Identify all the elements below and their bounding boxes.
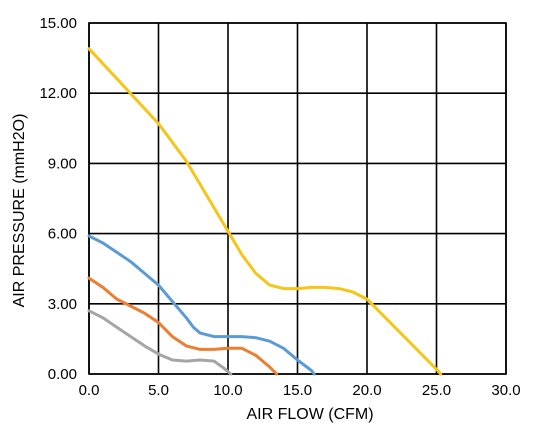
series-line-1: [87, 234, 316, 376]
x-tick-labels: 0.0 5.0 10.0 15.0 20.0 25.0 30.0: [79, 382, 521, 399]
series-line-2: [87, 276, 279, 376]
x-axis-label: AIR FLOW (CFM): [246, 406, 373, 423]
y-tick-label: 15.00: [39, 15, 77, 32]
x-tick-label: 30.0: [491, 382, 520, 399]
series-group: [87, 47, 443, 376]
y-axis-label: AIR PRESSURE (mmH2O): [11, 114, 28, 308]
x-tick-label: 0.0: [79, 382, 100, 399]
series-line-0: [87, 47, 443, 376]
series-line-3: [87, 309, 233, 376]
y-tick-label: 6.00: [48, 226, 77, 243]
y-tick-labels: 0.00 3.00 6.00 9.00 12.00 15.00: [39, 15, 77, 383]
plot-frame: [88, 22, 507, 375]
y-tick-label: 3.00: [48, 296, 77, 313]
grid: [88, 22, 507, 375]
x-tick-label: 25.0: [422, 382, 451, 399]
y-tick-label: 0.00: [48, 366, 77, 383]
x-tick-label: 15.0: [283, 382, 312, 399]
x-tick-label: 10.0: [213, 382, 242, 399]
x-tick-label: 20.0: [352, 382, 381, 399]
y-tick-label: 9.00: [48, 155, 77, 172]
y-tick-label: 12.00: [39, 85, 77, 102]
x-tick-label: 5.0: [148, 382, 169, 399]
